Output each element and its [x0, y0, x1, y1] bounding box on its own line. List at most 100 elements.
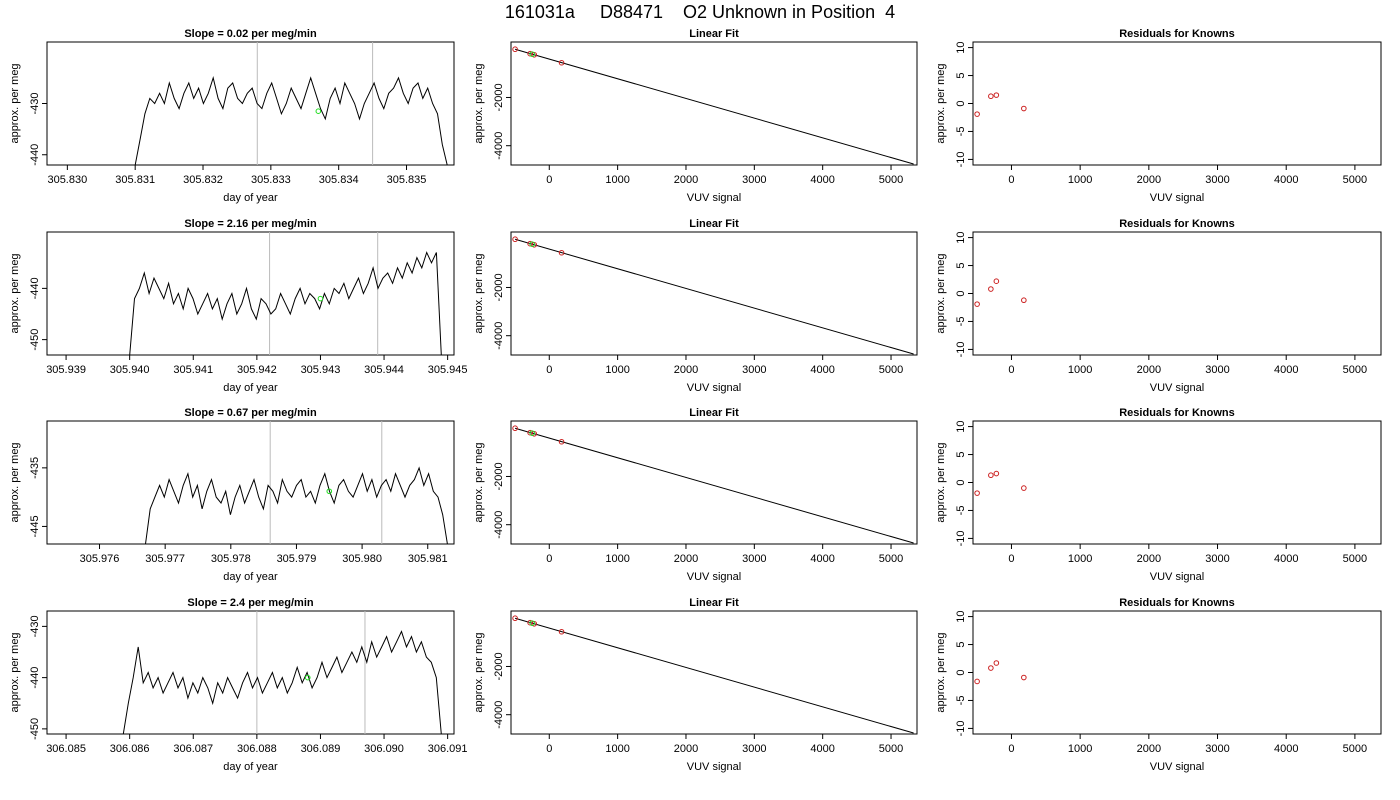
- y-tick-label: -5: [955, 696, 967, 706]
- y-axis-label: approx. per meg: [935, 442, 947, 522]
- y-tick-label: 10: [955, 41, 967, 53]
- x-tick-label: 0: [1008, 743, 1014, 755]
- x-axis-label: day of year: [223, 571, 278, 583]
- y-tick-label: -10: [955, 151, 967, 167]
- y-tick-label: -5: [955, 317, 967, 327]
- x-tick-label: 305.940: [110, 364, 150, 376]
- x-axis-label: day of year: [223, 192, 278, 204]
- known-point: [993, 660, 1000, 666]
- plot-frame: [972, 231, 1382, 356]
- x-tick-label: 2000: [674, 364, 698, 376]
- known-point: [988, 286, 994, 292]
- panel-time-series-2: Slope = 2.16 per meg/min 305.939 305.940 30…: [9, 218, 468, 394]
- panel-title: Residuals for Knowns: [1119, 218, 1235, 230]
- panel-title: Slope = 0.02 per meg/min: [184, 28, 317, 40]
- plot-area: [129, 232, 442, 355]
- y-tick-label: -4000: [493, 701, 505, 729]
- unknown-point: [529, 430, 535, 436]
- plot-area: [145, 421, 448, 544]
- x-tick-label: 305.835: [387, 174, 427, 186]
- x-tick-label: 0: [546, 743, 552, 755]
- plot-frame: [46, 610, 455, 735]
- plot-frame: [510, 420, 918, 545]
- panel-title: Residuals for Knowns: [1119, 28, 1235, 40]
- x-tick-label: 305.976: [80, 553, 120, 565]
- x-tick-label: 3000: [1205, 553, 1229, 565]
- x-tick-label: 3000: [1205, 364, 1229, 376]
- x-tick-label: 305.943: [301, 364, 341, 376]
- x-tick-label: 5000: [879, 743, 903, 755]
- y-tick-label: -10: [955, 530, 967, 546]
- unknown-point: [304, 674, 311, 681]
- y-tick-label: -4000: [493, 322, 505, 350]
- x-tick-label: 0: [1008, 364, 1014, 376]
- panel-title: Slope = 0.67 per meg/min: [184, 407, 317, 419]
- unknown-point: [326, 488, 333, 495]
- x-tick-label: 3000: [1205, 174, 1229, 186]
- x-tick-label: 4000: [810, 553, 834, 565]
- known-point: [558, 59, 565, 66]
- y-tick-label: -5: [955, 127, 967, 137]
- known-point: [512, 46, 518, 53]
- panel-linear-fit-2: Linear Fit 0 1000 2000 3000 4000 5000 -2000 -400…: [473, 218, 918, 394]
- panel-residuals-3: Residuals for Knowns 0 1000 2000 3000 4000 500…: [935, 407, 1382, 583]
- x-tick-label: 305.832: [183, 174, 223, 186]
- y-tick-label: 5: [955, 641, 967, 647]
- x-tick-label: 305.941: [173, 364, 213, 376]
- plot-frame: [510, 41, 918, 166]
- x-tick-label: 4000: [810, 174, 834, 186]
- x-tick-label: 1000: [1068, 553, 1092, 565]
- x-tick-label: 2000: [674, 174, 698, 186]
- y-tick-label: 10: [955, 610, 967, 622]
- y-axis-label: approx. per meg: [935, 63, 947, 143]
- y-tick-label: -2000: [493, 83, 505, 111]
- x-tick-label: 1000: [1068, 743, 1092, 755]
- fit-line: [514, 48, 914, 165]
- fit-line: [514, 617, 914, 734]
- panel-linear-fit-3: Linear Fit 0 1000 2000 3000 4000 5000 -2000 -400…: [473, 407, 918, 583]
- y-tick-label: 0: [955, 290, 967, 296]
- y-tick-label: 10: [955, 420, 967, 432]
- y-tick-label: -2000: [493, 652, 505, 680]
- x-axis-label: VUV signal: [687, 571, 741, 583]
- panel-title: Residuals for Knowns: [1119, 407, 1235, 419]
- x-tick-label: 305.944: [364, 364, 404, 376]
- known-point: [988, 93, 994, 100]
- panel-linear-fit-4: Linear Fit 0 1000 2000 3000 4000 5000 -2000 -400…: [473, 597, 918, 773]
- x-tick-label: 5000: [879, 364, 903, 376]
- y-tick-label: -430: [29, 615, 41, 637]
- y-tick-label: -10: [955, 720, 967, 736]
- x-tick-label: 305.942: [237, 364, 277, 376]
- x-tick-label: 0: [1008, 553, 1014, 565]
- y-tick-label: -435: [29, 457, 41, 479]
- x-tick-label: 305.833: [251, 174, 291, 186]
- y-tick-label: -430: [29, 92, 41, 114]
- plot-area: [974, 92, 1027, 117]
- known-point: [974, 678, 980, 685]
- known-point: [988, 472, 994, 479]
- x-tick-label: 0: [546, 364, 552, 376]
- x-tick-label: 2000: [674, 743, 698, 755]
- y-tick-label: -440: [29, 144, 41, 166]
- y-tick-label: 0: [955, 479, 967, 485]
- fit-line: [514, 427, 914, 544]
- x-tick-label: 5000: [879, 553, 903, 565]
- unknown-point: [315, 108, 322, 114]
- x-tick-label: 305.981: [408, 553, 448, 565]
- x-tick-label: 4000: [1274, 553, 1298, 565]
- x-tick-label: 3000: [742, 364, 766, 376]
- plot-area: [512, 425, 914, 544]
- plot-area: [974, 278, 1027, 307]
- y-tick-label: -450: [29, 718, 41, 740]
- known-point: [512, 236, 518, 243]
- x-tick-label: 4000: [1274, 174, 1298, 186]
- x-tick-label: 305.980: [342, 553, 382, 565]
- x-tick-label: 1000: [605, 364, 629, 376]
- x-tick-label: 305.830: [47, 174, 87, 186]
- y-tick-label: 10: [955, 231, 967, 243]
- x-tick-label: 306.088: [237, 743, 277, 755]
- plot-frame: [46, 41, 455, 166]
- known-point: [1021, 485, 1027, 491]
- x-axis-label: VUV signal: [1150, 192, 1204, 204]
